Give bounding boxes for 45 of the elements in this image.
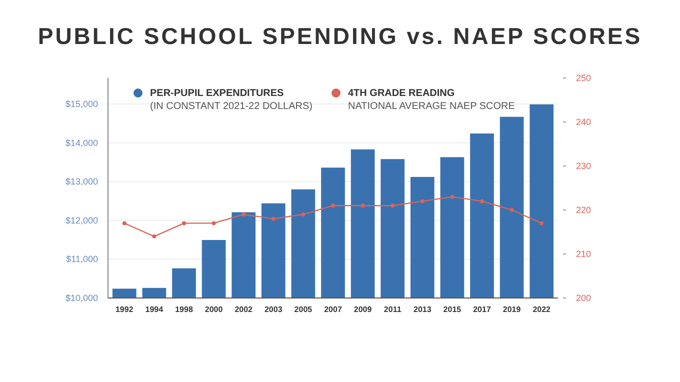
point — [122, 221, 126, 226]
y2-tick-label: 250 — [576, 73, 592, 83]
x-tick-label: 2011 — [384, 305, 402, 314]
x-tick-label: 2017 — [473, 305, 492, 314]
point — [360, 204, 365, 208]
x-tick-label: 2009 — [354, 305, 372, 314]
point — [152, 234, 156, 238]
legend-label: 4TH GRADE READING NATIONAL AVERAGE NAEP SCORE — [348, 88, 516, 112]
y-tick-label: $14,000 — [65, 138, 98, 148]
x-tick-label: 2019 — [502, 305, 522, 314]
y-tick-label: $11,000 — [66, 254, 98, 264]
legend-label: PER-PUPIL EXPENDITURES (IN CONSTANT 2021-22 DOLLARS) — [150, 88, 312, 112]
y-tick-label: $12,000 — [65, 215, 98, 226]
point — [242, 212, 246, 216]
point — [540, 221, 544, 226]
x-tick-label: 1994 — [145, 305, 164, 314]
y2-tick-label: 210 — [576, 249, 592, 259]
x-tick-label: 1998 — [175, 305, 194, 314]
point — [390, 204, 395, 208]
chart-title: PUBLIC SCHOOL SPENDING vs. NAEP SCORES — [38, 23, 642, 49]
point — [331, 204, 335, 208]
point — [301, 212, 306, 216]
y-tick-label: $15,000 — [65, 98, 98, 109]
x-tick-label: 2022 — [532, 305, 552, 314]
x-tick-label: 1992 — [115, 305, 134, 314]
y2-tick-label: 200 — [576, 293, 592, 303]
x-tick-label: 2013 — [414, 305, 432, 314]
y-tick-label: $10,000 — [65, 293, 98, 303]
x-tick-label: 2005 — [294, 305, 313, 314]
point — [450, 194, 454, 199]
point — [212, 221, 216, 226]
point — [510, 208, 514, 212]
point — [480, 199, 484, 204]
point — [271, 216, 276, 221]
y2-tick-label: 220 — [576, 205, 592, 215]
y-tick-label: $13,000 — [65, 176, 98, 187]
point — [420, 199, 424, 204]
point — [182, 221, 186, 226]
y2-tick-label: 240 — [576, 117, 592, 127]
x-tick-label: 2007 — [324, 305, 342, 314]
x-tick-label: 2000 — [204, 305, 224, 314]
x-tick-label: 2002 — [234, 305, 254, 314]
y2-tick-label: 230 — [576, 161, 592, 171]
x-tick-label: 2003 — [264, 305, 283, 314]
x-tick-label: 2015 — [443, 305, 462, 314]
